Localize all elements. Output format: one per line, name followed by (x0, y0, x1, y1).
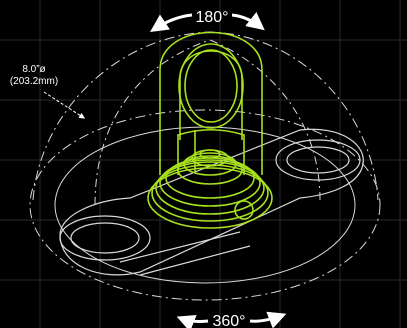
d-ring-anchor (147, 31, 273, 229)
pivot-pin (234, 200, 254, 220)
d-ring-eye-inner (184, 49, 238, 123)
double-curved-arrow-icon (150, 13, 193, 32)
double-curved-arrow-icon (231, 11, 265, 31)
rotation-arrows-top (150, 11, 265, 32)
slot-right-inner (286, 146, 350, 174)
slot-right-outer (275, 139, 361, 181)
hub-ring-mid (183, 152, 237, 176)
diameter-label-inches: 8.0”ø (22, 64, 45, 75)
swivel-base-ring-4 (159, 159, 261, 207)
rotation-label-bottom: 360° (212, 313, 245, 328)
hub-bore (199, 149, 221, 159)
plate-edge-2 (139, 245, 251, 276)
swivel-base-ring-1 (147, 167, 273, 229)
dome-meridian-2 (209, 39, 321, 201)
leader-arrow-icon (43, 91, 86, 119)
d-ring-eye (178, 43, 244, 129)
diameter-label-mm: (203.2mm) (10, 76, 58, 87)
slot-left-outer (59, 215, 151, 261)
plate-outline (59, 128, 364, 276)
rotation-arrows-bottom (176, 311, 287, 328)
base-circle-outer (29, 109, 381, 301)
bail-hinge (177, 129, 245, 175)
double-curved-arrow-icon (176, 314, 209, 328)
swivel-base-ring-2 (151, 164, 269, 222)
dome-meridian (94, 39, 211, 206)
mounting-plate (59, 128, 364, 276)
slot-left-inner (70, 222, 140, 254)
rotation-label-top: 180° (195, 9, 228, 26)
plate-edge-1 (119, 231, 241, 263)
double-curved-arrow-icon (249, 311, 287, 328)
d-ring-outer (159, 31, 263, 175)
swivel-base-ring-3 (155, 161, 265, 215)
